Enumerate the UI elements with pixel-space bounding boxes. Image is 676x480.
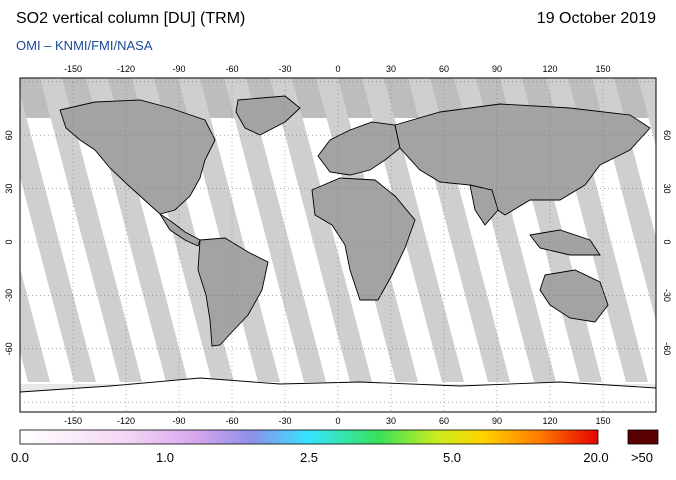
lon-tick-top: -90 — [172, 64, 185, 74]
lon-tick-bottom: 90 — [492, 416, 502, 426]
lon-tick-top: 30 — [386, 64, 396, 74]
colorbar-overflow-swatch — [627, 429, 659, 445]
satellite-swath — [270, 78, 372, 382]
greenland-shape — [235, 95, 301, 136]
lat-tick-left: 60 — [4, 130, 14, 140]
lat-tick-right: 30 — [662, 184, 672, 194]
satellite-swath — [20, 93, 96, 382]
lon-tick-bottom: -30 — [278, 416, 291, 426]
satellite-swath — [40, 78, 142, 382]
africa-shape — [311, 177, 416, 301]
lon-tick-bottom: 120 — [542, 416, 557, 426]
satellite-swath — [638, 78, 656, 147]
colorbar-overflow-label: >50 — [630, 450, 654, 465]
lon-tick-bottom: -90 — [172, 416, 185, 426]
lon-tick-top: -60 — [225, 64, 238, 74]
southeast-asia-islands-shape — [529, 229, 601, 256]
lat-tick-right: -60 — [662, 342, 672, 355]
lon-tick-top: 120 — [542, 64, 557, 74]
lat-tick-left: -30 — [4, 289, 14, 302]
lat-tick-left: 0 — [4, 239, 14, 244]
lon-tick-top: -120 — [117, 64, 135, 74]
india-shape — [469, 184, 499, 226]
lon-tick-top: 150 — [595, 64, 610, 74]
lat-tick-left: -60 — [4, 342, 14, 355]
data-credit: OMI – KNMI/FMI/NASA — [16, 38, 153, 53]
lat-tick-right: 0 — [662, 239, 672, 244]
australia-shape — [539, 269, 609, 323]
satellite-swath — [224, 78, 326, 382]
map-frame — [19, 77, 657, 413]
map-date: 19 October 2019 — [536, 10, 656, 27]
lon-tick-top: -150 — [64, 64, 82, 74]
asia-shape — [394, 103, 651, 216]
central-america-shape — [159, 213, 201, 247]
south-america-shape — [197, 237, 269, 347]
colorbar-label: 1.0 — [155, 450, 175, 465]
lon-tick-bottom: 0 — [335, 416, 340, 426]
lon-tick-bottom: -150 — [64, 416, 82, 426]
map-title: SO2 vertical column [DU] (TRM) — [16, 10, 246, 27]
lon-tick-top: 60 — [439, 64, 449, 74]
lat-tick-right: 60 — [662, 130, 672, 140]
north-america-shape — [59, 99, 216, 215]
lon-tick-top: 0 — [335, 64, 340, 74]
lat-tick-right: -30 — [662, 289, 672, 302]
colorbar-label: 0.0 — [10, 450, 30, 465]
satellite-swath — [20, 268, 50, 382]
lon-tick-top: 90 — [492, 64, 502, 74]
lon-tick-bottom: 30 — [386, 416, 396, 426]
colorbar-label: 5.0 — [442, 450, 462, 465]
colorbar-label: 2.5 — [299, 450, 319, 465]
colorbar-label: 20.0 — [583, 450, 609, 465]
lon-tick-top: -30 — [278, 64, 291, 74]
lon-tick-bottom: 150 — [595, 416, 610, 426]
lon-tick-bottom: -60 — [225, 416, 238, 426]
colorbar — [19, 429, 599, 445]
lon-tick-bottom: 60 — [439, 416, 449, 426]
lat-tick-left: 30 — [4, 184, 14, 194]
lon-tick-bottom: -120 — [117, 416, 135, 426]
